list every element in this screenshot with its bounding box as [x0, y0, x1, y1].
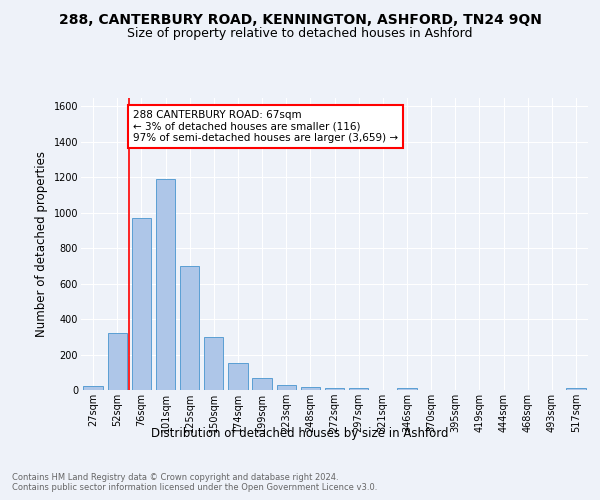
Bar — [204, 337, 223, 390]
Bar — [180, 266, 199, 390]
Y-axis label: Number of detached properties: Number of detached properties — [35, 151, 48, 337]
Bar — [132, 218, 151, 390]
Bar — [228, 364, 248, 390]
Text: Contains HM Land Registry data © Crown copyright and database right 2024.
Contai: Contains HM Land Registry data © Crown c… — [12, 472, 377, 492]
Bar — [83, 386, 103, 390]
Bar — [349, 388, 368, 390]
Bar — [301, 388, 320, 390]
Text: 288 CANTERBURY ROAD: 67sqm
← 3% of detached houses are smaller (116)
97% of semi: 288 CANTERBURY ROAD: 67sqm ← 3% of detac… — [133, 110, 398, 143]
Bar — [325, 388, 344, 390]
Bar — [156, 179, 175, 390]
Bar — [397, 388, 416, 390]
Text: Size of property relative to detached houses in Ashford: Size of property relative to detached ho… — [127, 28, 473, 40]
Bar — [253, 378, 272, 390]
Bar — [566, 388, 586, 390]
Text: Distribution of detached houses by size in Ashford: Distribution of detached houses by size … — [151, 428, 449, 440]
Bar — [107, 334, 127, 390]
Text: 288, CANTERBURY ROAD, KENNINGTON, ASHFORD, TN24 9QN: 288, CANTERBURY ROAD, KENNINGTON, ASHFOR… — [59, 12, 541, 26]
Bar — [277, 384, 296, 390]
